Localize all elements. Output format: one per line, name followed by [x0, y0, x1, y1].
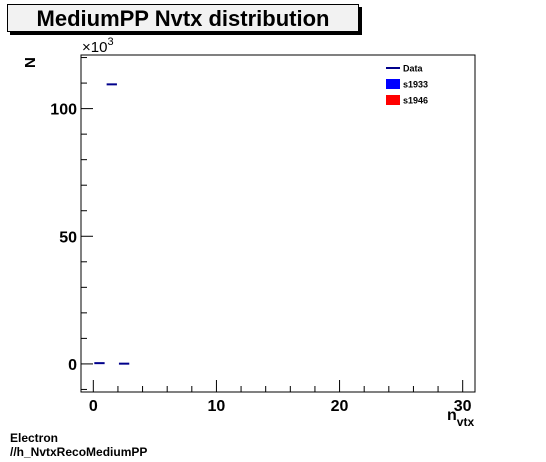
legend-label: Data — [403, 64, 424, 74]
y-tick-label: 50 — [59, 229, 77, 246]
x-tick-label: 30 — [454, 398, 472, 415]
y-multiplier-base: ×10 — [82, 39, 107, 56]
y-axis-label: N — [22, 57, 39, 68]
x-axis-label: nvtx — [447, 407, 474, 429]
footer-label-histname: //h_NvtxRecoMediumPP — [10, 445, 148, 459]
x-axis-label-sub: vtx — [457, 415, 475, 429]
legend-swatch-fill — [386, 79, 400, 89]
x-tick-label: 10 — [208, 398, 226, 415]
plot-frame — [80, 54, 476, 393]
y-multiplier: ×103 — [82, 36, 114, 56]
x-axis-label-main: n — [447, 407, 457, 424]
x-tick-label: 20 — [331, 398, 349, 415]
legend-label: s1933 — [403, 80, 428, 90]
x-tick-label: 0 — [89, 398, 98, 415]
chart-title-box: MediumPP Nvtx distribution — [7, 4, 359, 32]
y-tick-label: 0 — [68, 357, 77, 374]
legend-label: s1946 — [403, 96, 428, 106]
y-tick-label: 100 — [50, 102, 77, 119]
axes: 0 10 20 30 0 50 100 — [50, 57, 472, 415]
y-multiplier-exponent: 3 — [107, 36, 113, 48]
legend-swatch-fill — [386, 95, 400, 105]
data-marks — [94, 83, 130, 365]
footer-label-electron: Electron — [10, 431, 59, 445]
legend: Data s1933 s1946 — [386, 64, 428, 106]
chart-title: MediumPP Nvtx distribution — [36, 6, 330, 31]
